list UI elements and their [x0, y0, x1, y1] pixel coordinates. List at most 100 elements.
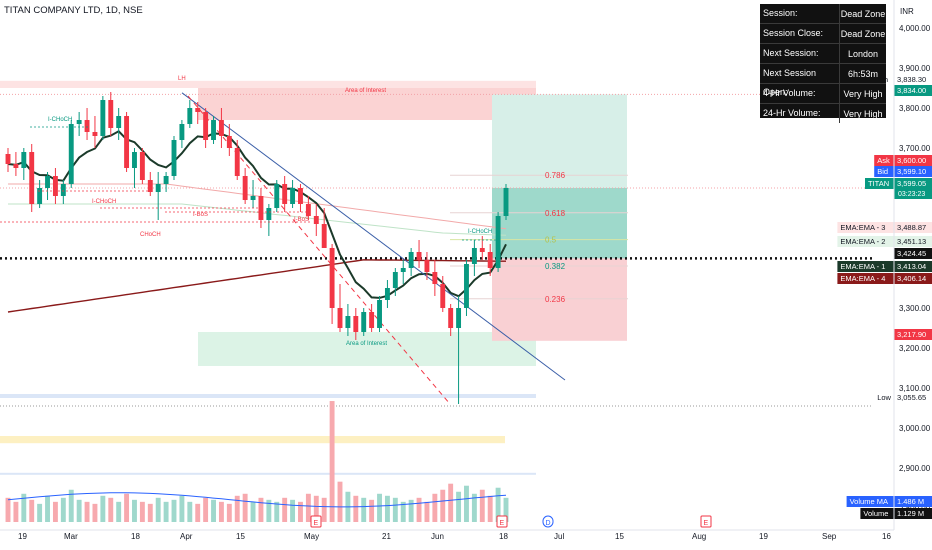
candle: [179, 120, 185, 148]
candle: [60, 180, 66, 204]
position-stop-zone: [492, 258, 627, 341]
candle: [155, 172, 161, 220]
x-tick-label: 21: [382, 532, 391, 541]
event-glyph: E: [500, 520, 505, 527]
candle: [13, 152, 19, 176]
tag-text: 1.129 M: [897, 509, 924, 518]
candle: [298, 184, 303, 212]
tag-text: Low: [877, 393, 891, 402]
candle-body: [464, 264, 469, 308]
event-glyph: E: [704, 520, 709, 527]
candle: [345, 304, 351, 336]
candle: [377, 296, 382, 332]
price-tag-label: EMA:EMA - 1: [837, 261, 894, 272]
candle-body: [471, 248, 477, 264]
candle: [211, 116, 216, 144]
tag-bg: [874, 155, 894, 166]
volume-bar: [408, 499, 414, 522]
price-tag-label: TITAN: [865, 178, 894, 189]
candle-body: [305, 204, 311, 216]
info-key: 24-Hr Volume:: [760, 104, 840, 123]
volume-bar: [290, 499, 296, 522]
candle: [5, 148, 11, 172]
candle: [361, 308, 367, 336]
y-tick-label: 3,200.00: [899, 344, 931, 353]
candle: [132, 148, 137, 188]
tag-text: 3,600.00: [897, 156, 926, 165]
candle: [448, 304, 454, 336]
price-tag-value: 1.129 M: [894, 508, 932, 519]
candle: [258, 188, 264, 228]
volume-bar: [211, 499, 216, 522]
volume-bar: [487, 495, 493, 522]
candle-body: [203, 112, 209, 140]
tag-text: 1.486 M: [897, 497, 924, 506]
price-tag-value: 3,488.87: [894, 222, 932, 233]
tag-bg: [837, 222, 894, 233]
candle: [218, 108, 224, 148]
candle: [329, 244, 335, 324]
candle-body: [258, 196, 264, 220]
volume-bar: [163, 501, 169, 522]
tag-bg: [894, 178, 932, 199]
price-tag-label: Low: [874, 392, 894, 403]
volume-bar: [250, 501, 256, 522]
x-tick-label: Jun: [431, 532, 444, 541]
structure-annotation: Area of Interest: [345, 88, 386, 94]
price-tag-value: 1.486 M: [894, 496, 932, 507]
price-tag-label: Ask: [874, 155, 894, 166]
tag-bg: [860, 508, 894, 519]
candle: [290, 180, 296, 208]
candle: [37, 180, 43, 208]
candle-body: [503, 188, 509, 216]
volume-bar: [13, 501, 19, 522]
candle-body: [392, 272, 398, 288]
candle: [353, 308, 359, 340]
event-marker: E: [496, 515, 508, 528]
ema-4-line: [7, 259, 506, 313]
candle-body: [266, 208, 272, 220]
currency-label[interactable]: INR: [900, 7, 914, 16]
volume-bar: [52, 501, 58, 522]
structure-annotation: I-BoS: [294, 217, 309, 223]
candle-body: [400, 268, 406, 272]
price-tag-label: EMA:EMA - 4: [837, 273, 894, 284]
candle-body: [416, 252, 422, 260]
candle: [503, 184, 509, 220]
volume-bar: [503, 497, 509, 522]
candle: [187, 100, 193, 128]
price-tag-value: 3,834.00: [894, 85, 932, 96]
tag-bg: [894, 392, 932, 403]
volume-bar: [464, 485, 469, 522]
volume-bar: [495, 487, 501, 522]
area-of-interest-bottom: [198, 332, 536, 366]
y-tick-label: 3,000.00: [899, 424, 931, 433]
volume-bar: [440, 489, 446, 522]
tag-bg: [894, 166, 932, 177]
volume-bar: [432, 493, 438, 522]
tag-text: EMA:EMA - 4: [840, 274, 885, 283]
candle: [400, 260, 406, 284]
candle-body: [37, 188, 43, 204]
volume-bar: [377, 493, 382, 522]
candle: [242, 168, 248, 204]
volume-bar: [100, 495, 106, 522]
candle-body: [377, 300, 382, 328]
volume-bar: [60, 497, 66, 522]
tag-bg: [894, 74, 932, 85]
volume-bar: [266, 499, 272, 522]
price-tag-label: EMA:EMA - 3: [837, 222, 894, 233]
candle-body: [139, 152, 145, 180]
tag-text: Volume MA: [850, 497, 888, 506]
tag-bg: [846, 496, 894, 507]
candle-body: [226, 136, 232, 148]
position-target-zone: [492, 94, 627, 188]
volume-bar: [92, 503, 98, 522]
info-value: Dead Zone: [840, 28, 886, 39]
volume-bar: [329, 401, 335, 522]
tag-bg: [894, 508, 932, 519]
tag-bg: [894, 496, 932, 507]
trend-line: [181, 92, 566, 381]
info-value: Very High: [843, 88, 883, 99]
